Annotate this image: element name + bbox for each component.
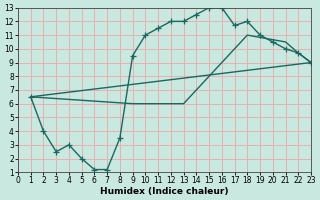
X-axis label: Humidex (Indice chaleur): Humidex (Indice chaleur): [100, 187, 229, 196]
